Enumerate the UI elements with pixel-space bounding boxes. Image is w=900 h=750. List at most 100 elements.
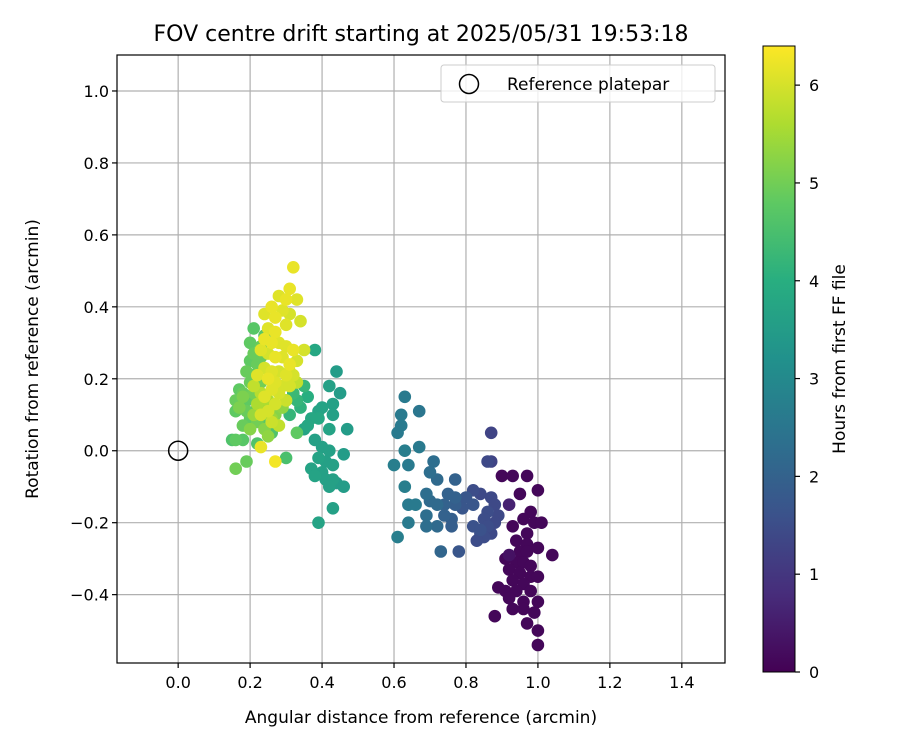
colorbar-tick-label: 1 (809, 565, 819, 584)
x-tick-label: 1.4 (669, 673, 694, 692)
legend-label-reference: Reference platepar (507, 75, 669, 95)
data-point (254, 343, 268, 357)
data-point (517, 602, 530, 616)
data-point (398, 390, 412, 404)
data-point (531, 624, 545, 637)
data-point (243, 336, 257, 350)
data-point (265, 300, 279, 314)
y-tick-label: 0.6 (84, 226, 109, 245)
data-point (308, 343, 322, 357)
data-point (240, 365, 253, 378)
data-point (520, 527, 534, 540)
colorbar: 0 1 2 3 4 5 6 Hours from first FF file (762, 45, 850, 682)
data-point (323, 379, 336, 393)
y-tick-label: 0.4 (84, 298, 109, 317)
data-point (448, 491, 462, 504)
data-point (398, 480, 412, 494)
data-point (531, 595, 545, 609)
colorbar-label: Hours from first FF file (830, 264, 850, 454)
data-point (337, 448, 351, 461)
data-point (323, 422, 336, 436)
data-point (484, 426, 498, 440)
data-point (301, 419, 315, 432)
colorbar-tick-label: 3 (809, 370, 819, 389)
x-tick-label: 0.2 (237, 673, 262, 692)
data-point (323, 444, 336, 458)
data-point (287, 261, 300, 274)
data-point (502, 563, 516, 576)
data-point (387, 458, 401, 472)
data-point (430, 498, 444, 512)
data-point (510, 534, 523, 547)
data-point (240, 455, 253, 468)
data-point (438, 509, 451, 522)
plot-frame (116, 54, 726, 664)
data-point (412, 440, 426, 454)
x-tick-label: 0.4 (309, 673, 334, 692)
y-axis-label: Rotation from reference (arcmin) (23, 219, 43, 499)
data-point (247, 379, 260, 393)
data-point (391, 530, 404, 544)
y-tick-label: −0.4 (70, 586, 109, 605)
data-point (524, 559, 537, 573)
data-point (258, 390, 271, 404)
data-point (506, 574, 519, 587)
data-point (261, 372, 275, 386)
data-point (528, 606, 541, 619)
data-point (326, 397, 340, 411)
data-point (250, 368, 264, 382)
x-tick-label: 0.0 (165, 673, 190, 692)
data-point (312, 451, 325, 465)
reference-platepar-marker (167, 440, 189, 461)
x-tick-label: 0.6 (381, 673, 406, 692)
data-point (502, 548, 516, 562)
data-point (412, 404, 426, 418)
data-point (269, 311, 282, 324)
data-point (434, 545, 448, 558)
colorbar-tick-label: 2 (809, 467, 819, 486)
data-point (283, 282, 297, 296)
data-point (506, 469, 519, 483)
data-point (466, 498, 480, 512)
reference-point-layer (167, 440, 189, 461)
data-point (233, 401, 246, 414)
data-point (254, 440, 268, 454)
data-point (520, 617, 534, 630)
data-point (326, 458, 340, 472)
data-point (520, 545, 534, 558)
data-point (279, 318, 293, 332)
legend: Reference platepar (440, 64, 716, 103)
data-point (308, 469, 322, 483)
data-point (283, 379, 297, 393)
colorbar-tick-label: 6 (809, 76, 819, 95)
chart-title: FOV centre drift starting at 2025/05/31 … (154, 22, 689, 47)
data-point (448, 473, 462, 486)
y-tick-label: 1.0 (84, 82, 109, 101)
y-axis-ticks: −0.4 −0.2 0.0 0.2 0.4 0.6 0.8 1.0 (70, 82, 117, 605)
data-point (337, 480, 351, 494)
gridlines (117, 55, 725, 663)
colorbar-tick-label: 4 (809, 272, 819, 291)
data-point (502, 591, 516, 605)
data-point (315, 401, 329, 414)
y-tick-label: −0.2 (70, 514, 109, 533)
data-point (520, 469, 534, 483)
data-point (535, 516, 548, 529)
data-point (488, 609, 502, 623)
colorbar-tick-label: 5 (809, 174, 819, 193)
data-points (225, 261, 559, 652)
data-point (420, 487, 433, 501)
data-point (420, 520, 433, 533)
data-point (261, 430, 275, 443)
legend-marker-reference (458, 73, 480, 95)
x-axis-label: Angular distance from reference (arcmin) (245, 708, 597, 728)
data-point (391, 426, 404, 440)
x-tick-label: 1.2 (597, 673, 622, 692)
data-point (312, 516, 325, 529)
data-point (269, 455, 282, 468)
data-point (423, 466, 437, 479)
data-point (531, 570, 545, 583)
data-point (265, 336, 279, 350)
data-point (269, 325, 282, 339)
data-point (340, 422, 354, 436)
